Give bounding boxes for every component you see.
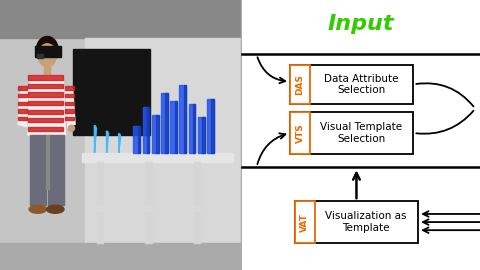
Ellipse shape	[36, 36, 58, 63]
Text: VAT: VAT	[300, 213, 309, 231]
Bar	[207, 99, 214, 153]
Bar	[28, 118, 63, 122]
Polygon shape	[94, 126, 96, 153]
Bar	[290, 65, 413, 104]
Bar	[73, 49, 150, 135]
Bar	[202, 117, 204, 153]
Bar	[143, 107, 149, 153]
Bar	[145, 162, 152, 243]
Bar	[65, 86, 74, 90]
Bar	[133, 126, 140, 153]
Ellipse shape	[38, 44, 56, 67]
Bar	[180, 85, 186, 153]
Polygon shape	[95, 126, 96, 153]
Bar	[161, 93, 168, 153]
Text: Data Attribute
Selection: Data Attribute Selection	[324, 73, 398, 95]
Bar	[18, 117, 27, 120]
Bar	[28, 127, 63, 131]
Bar	[18, 109, 27, 113]
Bar	[28, 84, 63, 88]
Bar	[97, 162, 103, 243]
Bar	[65, 102, 74, 105]
Bar	[18, 94, 27, 97]
Bar	[211, 99, 214, 153]
Bar	[85, 38, 242, 243]
Polygon shape	[119, 134, 121, 153]
Bar	[138, 126, 140, 153]
Polygon shape	[107, 131, 108, 153]
Bar	[28, 101, 63, 105]
Bar	[193, 104, 195, 153]
Bar	[147, 107, 149, 153]
Polygon shape	[65, 86, 75, 127]
Bar	[65, 94, 74, 97]
Polygon shape	[95, 126, 96, 153]
Bar	[83, 153, 233, 162]
Polygon shape	[18, 86, 28, 127]
Polygon shape	[119, 134, 120, 153]
Bar	[44, 61, 50, 76]
Bar	[95, 205, 201, 211]
Bar	[46, 135, 49, 189]
Polygon shape	[28, 76, 65, 135]
Bar	[18, 86, 27, 90]
Bar	[35, 46, 60, 57]
Ellipse shape	[47, 205, 64, 213]
Text: VTS: VTS	[296, 123, 304, 143]
Ellipse shape	[69, 125, 74, 131]
Bar	[28, 110, 63, 114]
Bar	[184, 85, 186, 153]
Bar	[189, 104, 195, 153]
Bar	[290, 112, 413, 154]
Bar	[0, 243, 242, 270]
Bar	[48, 135, 64, 205]
Bar	[156, 115, 158, 153]
Text: DAS: DAS	[296, 74, 304, 95]
Bar	[28, 75, 63, 80]
Bar	[152, 115, 158, 153]
Bar	[295, 201, 418, 243]
Text: Visualization as
Template: Visualization as Template	[325, 211, 407, 233]
Polygon shape	[119, 134, 120, 153]
Polygon shape	[107, 131, 108, 153]
Text: Input: Input	[328, 14, 395, 33]
Bar	[37, 54, 43, 58]
Bar	[165, 93, 168, 153]
Bar	[290, 112, 310, 154]
Bar	[65, 117, 74, 120]
Polygon shape	[107, 131, 108, 153]
Bar	[175, 101, 177, 153]
Bar	[0, 0, 242, 38]
Bar	[18, 102, 27, 105]
Bar	[194, 162, 200, 243]
Bar	[170, 101, 177, 153]
Bar	[198, 117, 204, 153]
Bar	[30, 135, 46, 205]
Bar	[28, 92, 63, 97]
Bar	[290, 65, 310, 104]
Text: Visual Template
Selection: Visual Template Selection	[320, 122, 402, 144]
Bar	[295, 201, 315, 243]
Ellipse shape	[29, 205, 47, 213]
Bar	[65, 109, 74, 113]
